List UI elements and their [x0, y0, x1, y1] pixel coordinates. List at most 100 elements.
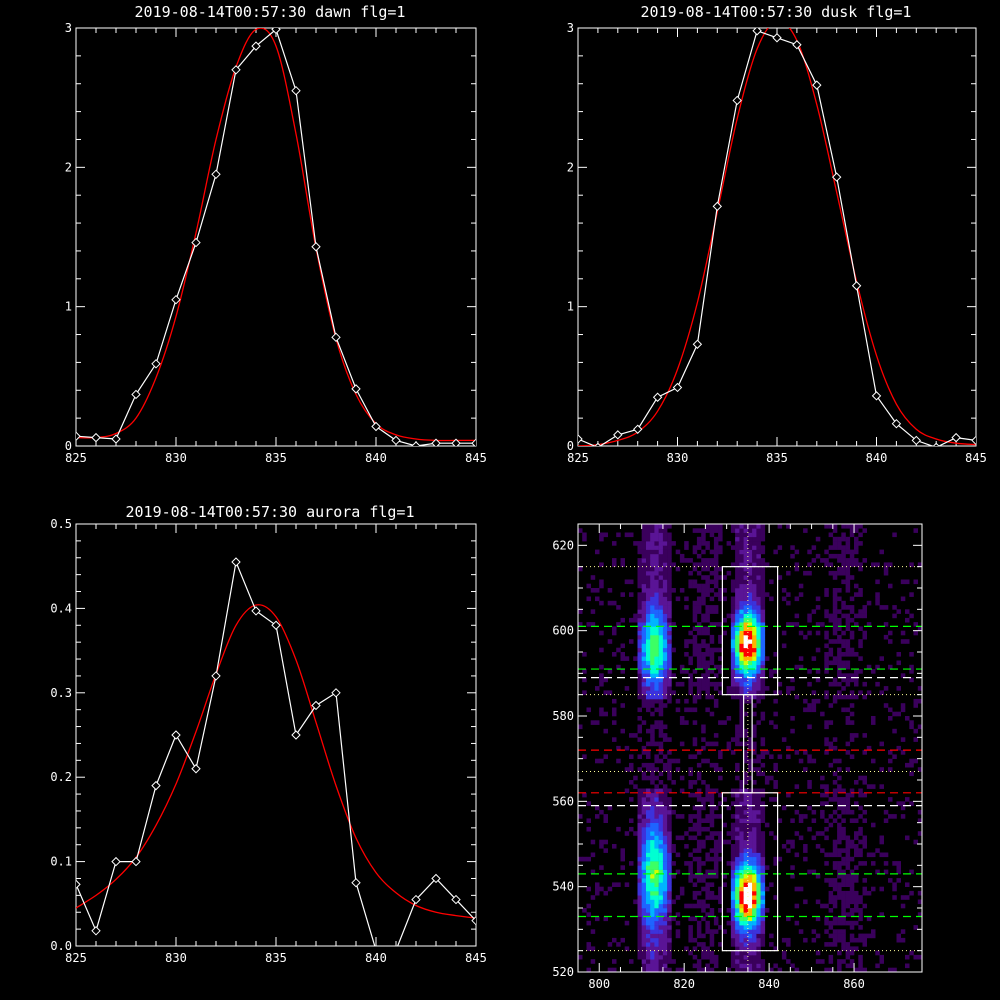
heatmap-cell	[679, 835, 685, 841]
heatmap-cell	[718, 856, 723, 862]
heatmap-cell	[849, 754, 855, 759]
heatmap-cell	[862, 630, 867, 636]
heatmap-cell	[756, 814, 761, 819]
heatmap-cell	[667, 524, 672, 529]
heatmap-cell	[786, 942, 791, 947]
heatmap-cell	[658, 664, 664, 670]
heatmap-cell	[735, 762, 740, 768]
heatmap-cell	[650, 822, 655, 828]
heatmap-cell	[637, 899, 642, 905]
heatmap-cell	[633, 617, 638, 623]
heatmap-cell	[752, 942, 757, 947]
y-tick-label: 540	[552, 880, 574, 894]
heatmap-cell	[692, 613, 698, 619]
heatmap-cell	[760, 596, 766, 602]
heatmap-cell	[578, 609, 583, 614]
x-tick-label: 830	[165, 951, 187, 965]
heatmap-cell	[777, 818, 783, 823]
heatmap-cell	[828, 967, 834, 973]
heatmap-cell	[849, 720, 855, 725]
heatmap-cell	[654, 600, 659, 606]
heatmap-cell	[713, 762, 719, 768]
heatmap-cell	[692, 647, 698, 653]
heatmap-cell	[747, 801, 753, 806]
heatmap-cell	[752, 920, 757, 926]
heatmap-cell	[786, 916, 791, 922]
heatmap-cell	[662, 630, 668, 636]
heatmap-cell	[841, 558, 846, 563]
heatmap-cell	[662, 903, 668, 909]
heatmap-cell	[900, 673, 906, 678]
heatmap-cell	[743, 758, 749, 764]
heatmap-cell	[752, 852, 757, 858]
heatmap-cell	[705, 690, 710, 695]
heatmap-cell	[743, 801, 749, 806]
heatmap-cell	[599, 579, 604, 585]
heatmap-cell	[871, 861, 876, 866]
heatmap-cell	[756, 937, 761, 943]
heatmap-cell	[752, 613, 757, 619]
x-tick-label: 845	[465, 451, 487, 465]
heatmap-cell	[730, 528, 736, 533]
heatmap-cell	[595, 596, 600, 602]
heatmap-cell	[756, 861, 761, 866]
heatmap-cell	[756, 677, 761, 683]
heatmap-cell	[646, 959, 651, 964]
heatmap-cell	[722, 873, 727, 879]
heatmap-cell	[832, 677, 838, 683]
marks-dawn	[76, 28, 476, 446]
heatmap-cell	[709, 912, 715, 917]
heatmap-cell	[747, 882, 753, 887]
heatmap-cell	[590, 852, 596, 858]
heatmap-cell	[832, 771, 838, 777]
heatmap-cell	[650, 848, 655, 853]
heatmap-cell	[892, 754, 897, 759]
heatmap-cell	[675, 967, 681, 973]
heatmap-cell	[841, 869, 846, 875]
heatmap-cell	[739, 643, 744, 649]
heatmap-cell	[756, 946, 761, 951]
heatmap-cell	[781, 844, 787, 849]
heatmap-cell	[633, 775, 638, 781]
heatmap-cell	[756, 848, 761, 853]
heatmap-cell	[590, 622, 596, 627]
heatmap-cell	[743, 690, 749, 695]
heatmap-cell	[637, 946, 642, 951]
heatmap-cell	[662, 929, 668, 934]
heatmap-cell	[650, 524, 655, 529]
heatmap-cell	[696, 848, 702, 853]
heatmap-cell	[709, 801, 715, 806]
heatmap-cell	[786, 570, 791, 576]
heatmap-cell	[662, 579, 668, 585]
heatmap-cell	[798, 630, 804, 636]
heatmap-cell	[709, 929, 715, 934]
heatmap-cell	[599, 681, 604, 687]
heatmap-cell	[794, 967, 800, 973]
heatmap-cell	[730, 643, 736, 649]
heatmap-cell	[654, 660, 659, 666]
heatmap-cell	[747, 741, 753, 747]
heatmap-cell	[883, 703, 889, 708]
heatmap-cell	[798, 656, 804, 661]
heatmap-cell	[730, 801, 736, 806]
heatmap-cell	[658, 583, 664, 589]
heatmap-cell	[735, 844, 740, 849]
heatmap-cell	[688, 754, 693, 759]
heatmap-cell	[760, 639, 766, 644]
heatmap-cell	[888, 583, 893, 589]
heatmap-cell	[705, 566, 710, 572]
heatmap-cell	[854, 613, 859, 619]
heatmap-cell	[641, 882, 647, 887]
heatmap-cell	[760, 848, 766, 853]
heatmap-cell	[735, 865, 740, 870]
heatmap-cell	[913, 758, 918, 764]
heatmap-cell	[769, 754, 774, 759]
heatmap-cell	[743, 780, 749, 785]
heatmap-cell	[828, 617, 834, 623]
heatmap-cell	[718, 720, 723, 725]
heatmap-cell	[701, 826, 706, 832]
heatmap-cell	[633, 831, 638, 836]
heatmap-cell	[747, 942, 753, 947]
heatmap-cell	[854, 681, 859, 687]
heatmap-cell	[612, 882, 617, 887]
